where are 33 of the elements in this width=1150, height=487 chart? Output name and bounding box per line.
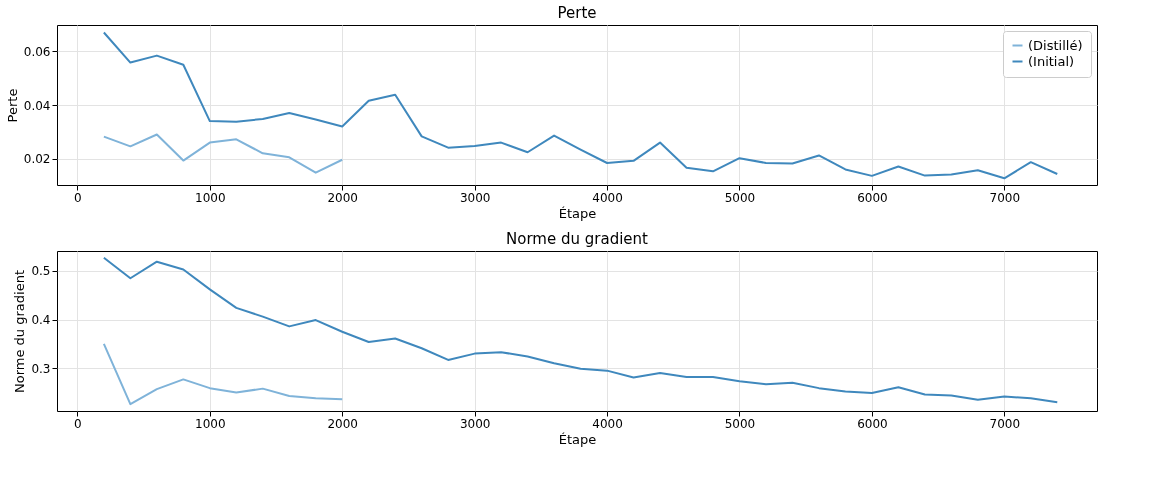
legend-label: (Distillé) [1028, 37, 1083, 53]
x-tick-label: 7000 [989, 190, 1021, 205]
x-tick-label: 1000 [195, 416, 226, 431]
y-axis-title: Norme du gradient [12, 270, 28, 393]
x-tick-label: 4000 [592, 416, 623, 431]
y-tick-label: 0.06 [23, 44, 51, 59]
x-tick-label: 3000 [459, 416, 491, 431]
x-tick-label: 5000 [724, 416, 756, 431]
x-tick-label: 4000 [592, 190, 623, 205]
y-axis-title: Perte [4, 88, 20, 123]
x-tick-label: 1000 [195, 190, 226, 205]
chart-title: Norme du gradient [506, 230, 649, 248]
x-tick-label: 0 [74, 190, 82, 205]
x-tick-label: 6000 [857, 416, 888, 431]
x-tick-label: 5000 [724, 190, 756, 205]
line-series [102, 342, 344, 406]
x-tick-label: 7000 [989, 416, 1021, 431]
x-tick-label: 2000 [327, 190, 358, 205]
x-tick-label: 6000 [857, 190, 888, 205]
x-axis-title: Étape [558, 431, 597, 447]
x-tick-label: 3000 [459, 190, 491, 205]
y-tick-label: 0.02 [23, 152, 51, 167]
y-tick-label: 0.3 [31, 361, 51, 376]
legend-label: (Initial) [1028, 53, 1075, 69]
y-tick-label: 0.5 [31, 264, 51, 279]
line-series [102, 256, 1059, 404]
chart-title: Perte [557, 4, 597, 22]
x-axis-title: Étape [558, 205, 597, 221]
x-tick-label: 0 [74, 416, 82, 431]
x-tick-label: 2000 [327, 416, 358, 431]
line-series [102, 133, 344, 174]
y-tick-label: 0.4 [31, 313, 51, 328]
y-tick-label: 0.04 [23, 98, 51, 113]
